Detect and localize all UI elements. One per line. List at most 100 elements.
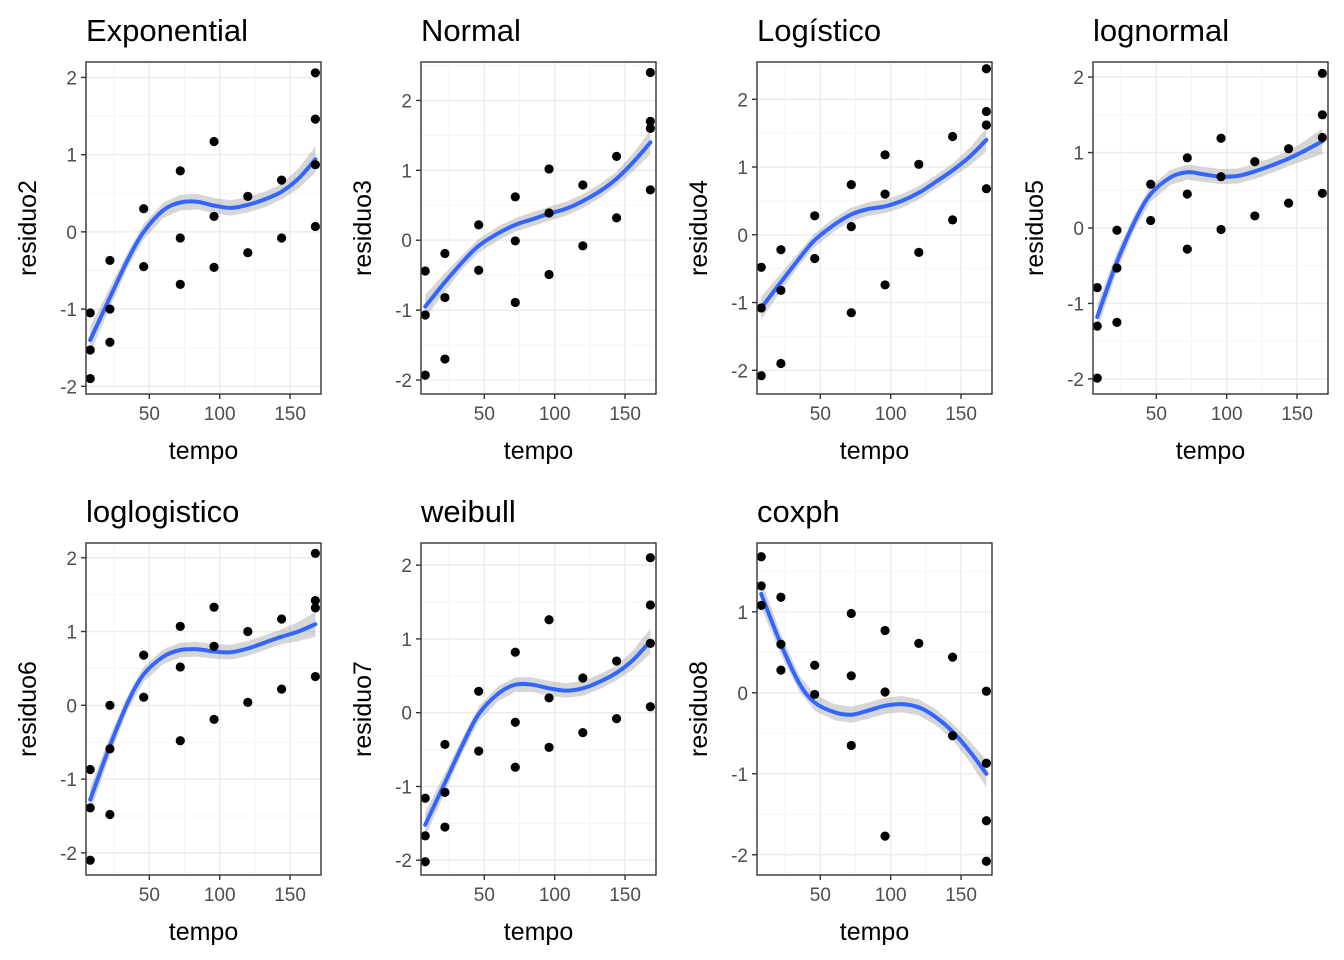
x-tick-label: 150	[945, 885, 977, 906]
data-point	[276, 175, 287, 185]
data-point	[209, 262, 219, 272]
data-point	[776, 285, 786, 295]
smooth-line	[88, 622, 318, 802]
data-point	[85, 345, 95, 355]
data-point	[1182, 244, 1192, 254]
data-point	[139, 692, 149, 702]
x-axis-label: tempo	[840, 437, 909, 465]
y-tick-label: -2	[731, 361, 748, 382]
panel-4: 50 100 150 -2 -1 0 1 2 loglogistico tempo residuo6	[14, 494, 322, 946]
data-point	[645, 702, 655, 712]
data-point	[846, 671, 856, 681]
data-point	[756, 262, 766, 272]
data-point	[105, 809, 115, 820]
y-tick-label: -1	[60, 770, 77, 791]
panel-title: weibull	[420, 494, 516, 529]
data-point	[474, 746, 484, 756]
data-point	[981, 120, 991, 130]
data-point	[1092, 321, 1102, 331]
data-point	[914, 638, 924, 649]
data-point	[846, 740, 856, 751]
x-tick-label: 100	[539, 885, 571, 906]
data-point	[440, 822, 450, 832]
data-point	[578, 241, 588, 251]
smooth-line	[1095, 139, 1325, 319]
data-point	[474, 220, 484, 230]
data-point	[1182, 189, 1192, 199]
x-tick-label: 150	[609, 404, 641, 425]
data-point	[105, 700, 115, 710]
data-point	[1250, 157, 1260, 167]
data-point	[645, 123, 655, 133]
y-tick-label: 1	[401, 161, 412, 182]
data-point	[276, 614, 287, 624]
y-tick-label: 2	[401, 556, 412, 577]
x-tick-label: 100	[204, 404, 236, 425]
data-point	[810, 253, 820, 264]
panel-border	[756, 542, 993, 876]
data-point	[645, 67, 655, 78]
y-axis-label: residuo6	[14, 661, 42, 757]
y-tick-label: -2	[395, 371, 412, 392]
panel-title: Logístico	[757, 13, 881, 48]
data-point	[209, 641, 219, 651]
panel-border	[420, 61, 657, 395]
x-axis-label: tempo	[169, 918, 238, 946]
x-tick-label: 150	[274, 885, 306, 906]
y-tick-label: 0	[401, 704, 412, 725]
y-tick-label: 0	[1073, 219, 1084, 240]
y-tick-label: -2	[395, 851, 412, 872]
data-point	[1216, 224, 1226, 235]
x-axis-label: tempo	[504, 437, 573, 465]
data-point	[544, 269, 554, 280]
panel-background	[86, 62, 321, 394]
panel-2: 50 100 150 -2 -1 0 1 2 Logístico tempo residuo4	[685, 13, 993, 465]
x-axis-label: tempo	[169, 437, 238, 465]
panel-border	[85, 542, 322, 876]
data-point	[175, 736, 185, 746]
data-point	[645, 116, 655, 127]
data-point	[947, 131, 958, 142]
data-point	[1112, 263, 1122, 273]
data-point	[175, 621, 185, 631]
data-point	[85, 764, 95, 775]
data-point	[880, 831, 890, 841]
data-point	[105, 337, 115, 347]
y-tick-label: 0	[737, 226, 748, 247]
data-point	[420, 266, 430, 276]
data-point	[544, 693, 554, 703]
data-point	[1317, 110, 1327, 120]
data-point	[578, 673, 588, 683]
data-point	[880, 625, 890, 636]
panel-title: loglogistico	[86, 494, 239, 529]
y-tick-label: -1	[395, 777, 412, 798]
data-point	[880, 189, 890, 199]
data-point	[420, 310, 430, 320]
data-point	[544, 164, 554, 174]
data-point	[243, 191, 253, 201]
y-tick-label: -2	[60, 844, 77, 865]
x-tick-label: 100	[1211, 404, 1243, 425]
data-point	[310, 68, 320, 78]
data-point	[175, 233, 185, 243]
data-point	[139, 650, 149, 660]
confidence-ribbon	[425, 628, 651, 838]
x-tick-label: 50	[1146, 404, 1167, 425]
data-point	[645, 600, 655, 610]
data-point	[914, 247, 924, 257]
data-point	[243, 248, 253, 258]
y-tick-label: 1	[66, 146, 77, 167]
data-point	[1146, 179, 1156, 189]
panel-border	[420, 542, 657, 876]
data-point	[880, 687, 890, 697]
data-point	[510, 717, 520, 727]
data-point	[105, 255, 115, 266]
data-point	[846, 222, 856, 232]
data-point	[310, 548, 320, 558]
panel-1: 50 100 150 -2 -1 0 1 2 Normal tempo residuo3	[349, 13, 657, 465]
data-point	[310, 595, 320, 606]
data-point	[756, 371, 766, 381]
y-tick-label: 0	[737, 684, 748, 705]
panel-background	[421, 543, 656, 875]
data-point	[1112, 317, 1122, 327]
